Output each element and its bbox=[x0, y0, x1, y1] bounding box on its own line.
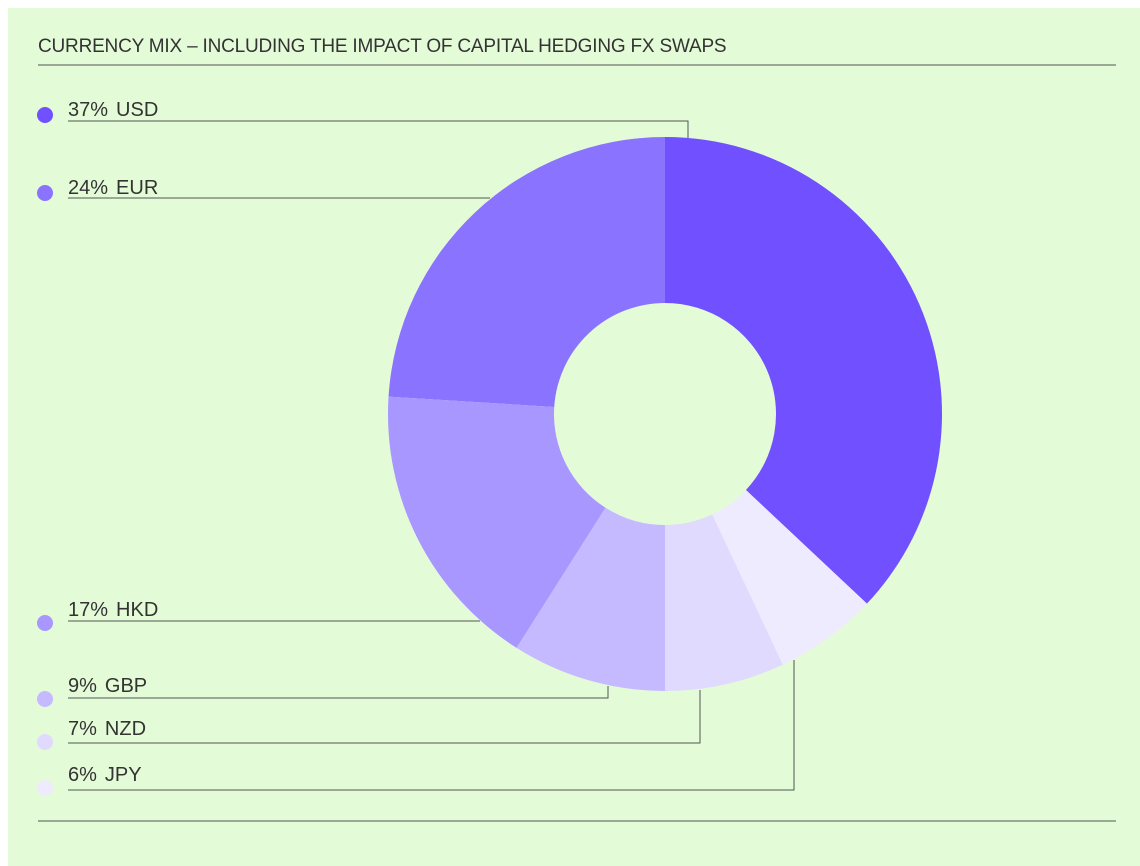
donut-slice bbox=[388, 136, 665, 408]
leader-line bbox=[68, 660, 795, 791]
donut-slice bbox=[665, 137, 942, 604]
legend-name: USD bbox=[116, 99, 158, 121]
legend-dot bbox=[37, 734, 53, 750]
background bbox=[8, 8, 1140, 866]
legend-name: JPY bbox=[105, 764, 142, 786]
legend-dot bbox=[37, 780, 53, 796]
legend-label: 9% GBP bbox=[68, 675, 147, 697]
legend-name: GBP bbox=[105, 675, 147, 697]
legend-value: 24% bbox=[68, 177, 108, 199]
legend-label: 24% EUR bbox=[68, 177, 158, 199]
legend-dot bbox=[37, 107, 53, 123]
donut-slice bbox=[665, 514, 783, 691]
leader-line bbox=[68, 690, 701, 744]
legend-value: 17% bbox=[68, 599, 108, 621]
donut-slice bbox=[516, 507, 665, 691]
legend-dot bbox=[37, 185, 53, 201]
legend-label: 6% JPY bbox=[68, 764, 142, 786]
legend-label: 37% USD bbox=[68, 99, 158, 121]
legend-name: HKD bbox=[116, 599, 158, 621]
leader-line bbox=[68, 686, 609, 699]
legend-label: 17% HKD bbox=[68, 599, 158, 621]
legend-name: EUR bbox=[116, 177, 158, 199]
legend-value: 37% bbox=[68, 99, 108, 121]
legend-dot bbox=[37, 615, 53, 631]
legend-value: 6% bbox=[68, 764, 97, 786]
chart-title: CURRENCY MIX – INCLUDING THE IMPACT OF C… bbox=[38, 36, 726, 57]
legend-value: 7% bbox=[68, 718, 97, 740]
donut-slice bbox=[387, 396, 606, 648]
legend-name: NZD bbox=[105, 718, 146, 740]
legend-value: 9% bbox=[68, 675, 97, 697]
legend-label: 7% NZD bbox=[68, 718, 146, 740]
legend-dot bbox=[37, 691, 53, 707]
leader-line bbox=[68, 120, 689, 138]
donut-slice bbox=[712, 489, 867, 665]
